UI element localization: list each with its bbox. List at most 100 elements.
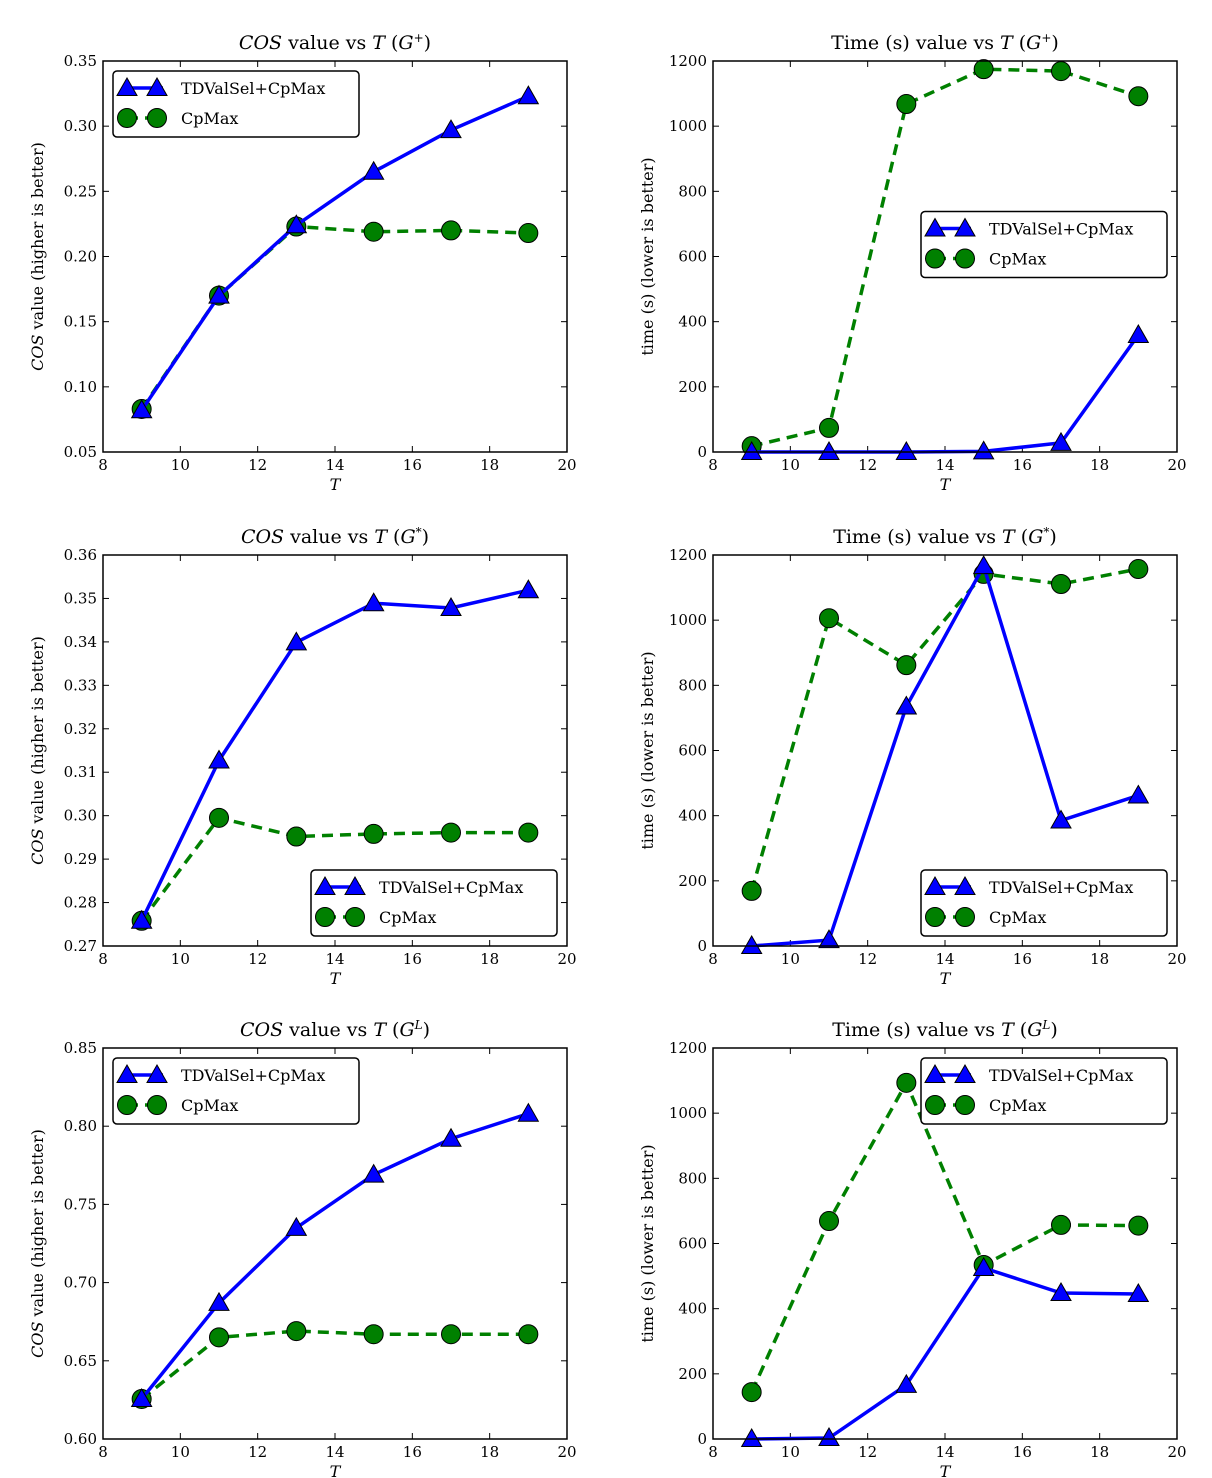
x-tick-label: 18 — [480, 950, 499, 968]
data-point — [285, 631, 308, 651]
chart-title-part: L — [414, 1018, 423, 1032]
x-tick-label: 8 — [98, 1443, 108, 1461]
plot-frame — [712, 60, 1178, 453]
data-point — [895, 695, 918, 715]
legend-label: CpMax — [989, 908, 1046, 927]
plot-frame — [102, 554, 568, 947]
y-axis-label: COS value (higher is better) — [28, 636, 47, 865]
data-point — [363, 1324, 384, 1345]
data-point — [819, 417, 839, 438]
data-point — [130, 399, 153, 419]
y-tick-label: 0.85 — [64, 1039, 97, 1057]
chart-title-part: G — [399, 1019, 414, 1041]
data-point — [1050, 809, 1072, 829]
legend-marker — [314, 875, 336, 895]
chart-title-part: G — [1026, 32, 1041, 54]
chart-title-part: ) — [1051, 32, 1058, 54]
legend-marker — [146, 76, 168, 96]
legend-marker — [116, 76, 138, 96]
x-tick-label: 16 — [403, 950, 422, 968]
legend-label: TDValSel+CpMax — [181, 1066, 325, 1085]
x-axis-label: T — [940, 969, 952, 988]
data-point — [440, 1127, 462, 1147]
data-point — [1128, 559, 1149, 580]
chart-title: COS value vs T (GL) — [240, 1018, 430, 1041]
plot-frame — [712, 554, 1178, 947]
data-point — [286, 1321, 307, 1342]
legend-marker — [954, 875, 976, 895]
data-point — [972, 1256, 995, 1276]
y-axis-label-part: time (s) (lower is better) — [638, 651, 657, 849]
data-point — [1127, 324, 1150, 344]
data-point — [740, 440, 763, 460]
legend-box — [920, 1057, 1168, 1125]
x-tick-label: 10 — [171, 950, 190, 968]
y-tick-label: 0.10 — [64, 378, 97, 396]
chart-title-part: ) — [1049, 526, 1056, 548]
legend-entry: TDValSel+CpMax — [924, 1063, 1133, 1085]
x-tick-label: 10 — [781, 950, 800, 968]
y-tick-label: 0.15 — [64, 313, 97, 331]
legend-label: CpMax — [181, 109, 238, 128]
data-point — [362, 160, 385, 180]
data-point — [285, 214, 308, 234]
data-point — [818, 1427, 840, 1447]
series-line — [751, 67, 1139, 448]
legend-label: TDValSel+CpMax — [181, 79, 325, 98]
x-tick-label: 8 — [98, 456, 108, 474]
y-tick-label: 800 — [678, 1169, 707, 1187]
legend-marker — [146, 1063, 168, 1083]
x-tick-label: 14 — [935, 456, 954, 474]
x-tick-label: 12 — [858, 456, 877, 474]
chart-title: Time (s) value vs T (GL) — [832, 1018, 1058, 1041]
chart-title-part: ) — [424, 32, 431, 54]
y-tick-label: 1000 — [669, 611, 707, 629]
data-point — [819, 1211, 839, 1232]
subplot-6: Time (s) value vs T (GL)8 10 12 14 16 18 20020… — [638, 1018, 1187, 1478]
chart-title-part: ( — [1014, 1019, 1027, 1041]
x-tick-label: 16 — [1013, 950, 1032, 968]
legend-label: TDValSel+CpMax — [989, 878, 1133, 897]
y-tick-label: 0 — [697, 1430, 707, 1448]
x-tick-label: 16 — [1013, 456, 1032, 474]
y-axis-label-part: COS — [28, 335, 47, 371]
data-point — [362, 1163, 385, 1183]
x-tick-label: 12 — [248, 456, 267, 474]
x-tick-label: 18 — [1090, 1443, 1109, 1461]
legend: TDValSel+CpMax CpMax — [112, 70, 360, 138]
y-tick-label: 0.27 — [64, 937, 97, 955]
subplot-2: Time (s) value vs T (G+)8 10 12 14 16 18 20020… — [638, 31, 1187, 494]
data-point — [209, 807, 229, 828]
x-tick-label: 8 — [708, 456, 718, 474]
series-TDValSel+CpMax — [740, 1256, 1150, 1447]
y-tick-label: 1200 — [669, 1039, 707, 1057]
data-point — [972, 555, 995, 575]
series-line — [140, 1112, 529, 1401]
data-point — [440, 119, 462, 139]
chart-title: COS value vs T (G+) — [239, 31, 431, 54]
x-tick-label: 8 — [98, 950, 108, 968]
legend-marker — [925, 1095, 945, 1115]
subplot-4: Time (s) value vs T (G*)8 10 12 14 16 18 20020… — [638, 525, 1187, 988]
chart-title-part: ( — [1015, 526, 1028, 548]
legend-marker — [955, 248, 975, 269]
data-point — [363, 221, 384, 242]
data-point — [1050, 431, 1072, 451]
y-axis-label-part: value (higher is better) — [28, 1129, 47, 1321]
y-tick-label: 0.60 — [64, 1430, 97, 1448]
data-point — [1127, 1282, 1150, 1303]
series-line — [750, 1078, 1139, 1393]
chart-title-part: G — [1027, 1019, 1042, 1041]
chart-title-part: COS — [239, 32, 282, 54]
legend-entry: TDValSel+CpMax — [116, 76, 325, 98]
y-tick-label: 0.75 — [64, 1195, 97, 1213]
series-CpMax — [131, 216, 539, 419]
data-point — [518, 223, 539, 244]
legend-entry: CpMax — [925, 907, 1046, 927]
data-point — [1127, 784, 1150, 804]
y-tick-label: 1000 — [669, 117, 707, 135]
y-axis-label: COS value (higher is better) — [28, 1129, 47, 1358]
y-tick-label: 0.20 — [64, 248, 97, 266]
y-tick-label: 0.80 — [64, 1117, 97, 1135]
x-tick-label: 12 — [248, 1443, 267, 1461]
